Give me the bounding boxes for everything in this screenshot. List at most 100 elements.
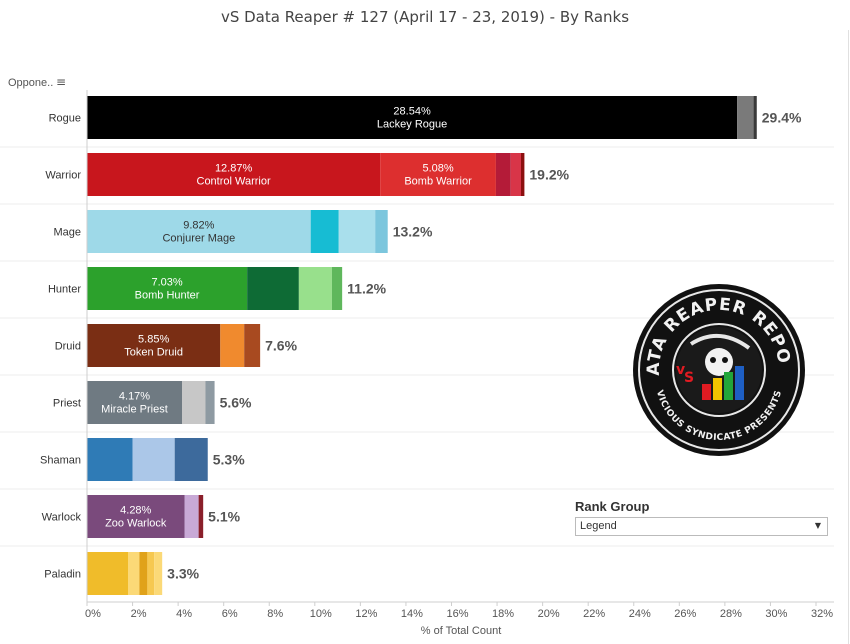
- row-paladin: Paladin 3.3%: [0, 545, 834, 595]
- sort-label: Oppone..: [8, 77, 54, 89]
- bar-segment[interactable]: [247, 267, 299, 310]
- x-axis-ticks: 0% 2% 4% 6% 8% 10% 12% 14% 16% 18% 20% 22% 24% 26% 28%…: [85, 602, 833, 620]
- total-label: 3.3%: [167, 566, 199, 582]
- segment-archetype-label: Bomb Warrior: [404, 176, 472, 188]
- total-label: 11.2%: [347, 281, 386, 297]
- segment-percent-label: 4.17%: [119, 391, 150, 403]
- x-tick-label: 10%: [310, 608, 332, 620]
- svg-text:v: v: [676, 362, 685, 378]
- row-warrior: Warrior 12.87%Control Warrior 5.08%Bomb Wa…: [0, 146, 834, 196]
- x-axis-label: % of Total Count: [421, 625, 502, 637]
- category-label: Mage: [53, 227, 81, 239]
- segment-archetype-label: Lackey Rogue: [377, 119, 447, 131]
- bar-segment[interactable]: [87, 96, 738, 139]
- bar-segment[interactable]: [737, 96, 754, 139]
- row-hunter: Hunter 7.03%Bomb Hunter 11.2%: [0, 260, 834, 310]
- x-tick-label: 18%: [492, 608, 514, 620]
- total-label: 29.4%: [762, 110, 802, 126]
- bar-segment[interactable]: [520, 153, 525, 196]
- row-priest: Priest 4.17%Miracle Priest 5.6%: [0, 374, 834, 424]
- bar-segment[interactable]: [87, 267, 248, 310]
- bar-segment[interactable]: [87, 552, 129, 595]
- segment-archetype-label: Miracle Priest: [101, 404, 168, 416]
- segment-archetype-label: Control Warrior: [197, 176, 271, 188]
- bar-segment[interactable]: [375, 210, 388, 253]
- bar-segment[interactable]: [87, 438, 133, 481]
- category-label: Hunter: [48, 284, 81, 296]
- segment-archetype-label: Zoo Warlock: [105, 518, 167, 530]
- chart-rows: Rogue 28.54%Lackey Rogue 29.4% Warrior 12.87…: [0, 96, 834, 595]
- bar-segment[interactable]: [154, 552, 163, 595]
- x-tick-label: 24%: [629, 608, 651, 620]
- rank-group-title: Rank Group: [575, 499, 650, 514]
- x-tick-label: 22%: [583, 608, 605, 620]
- rank-group-value: Legend: [580, 520, 617, 532]
- x-tick-label: 16%: [446, 608, 468, 620]
- total-label: 5.6%: [220, 395, 252, 411]
- right-divider: [848, 30, 849, 644]
- bar-segment[interactable]: [87, 210, 311, 253]
- category-label: Rogue: [49, 113, 81, 125]
- segment-archetype-label: Token Druid: [124, 347, 183, 359]
- x-tick-label: 14%: [401, 608, 423, 620]
- bar-segment[interactable]: [174, 438, 208, 481]
- bar-segment[interactable]: [338, 210, 376, 253]
- bar-segment[interactable]: [380, 153, 496, 196]
- segment-percent-label: 9.82%: [183, 220, 214, 232]
- bar-segment[interactable]: [331, 267, 343, 310]
- category-label: Warrior: [45, 170, 81, 182]
- bar-segment[interactable]: [220, 324, 245, 367]
- row-rogue: Rogue 28.54%Lackey Rogue 29.4%: [49, 96, 802, 139]
- total-label: 13.2%: [393, 224, 433, 240]
- sort-icon[interactable]: ≡: [56, 75, 67, 89]
- bar-segment[interactable]: [128, 552, 140, 595]
- bar-segment[interactable]: [205, 381, 215, 424]
- data-reaper-logo: DATA REAPER REPORT VICIOUS SYNDICATE PRE…: [631, 282, 805, 456]
- bar-segment[interactable]: [87, 153, 381, 196]
- x-tick-label: 32%: [811, 608, 833, 620]
- category-label: Priest: [53, 398, 81, 410]
- svg-text:S: S: [684, 370, 694, 386]
- category-label: Shaman: [40, 455, 81, 467]
- chevron-down-icon: ▼: [814, 521, 821, 530]
- bar-segment[interactable]: [753, 96, 757, 139]
- total-label: 7.6%: [265, 338, 297, 354]
- bar-segment[interactable]: [147, 552, 155, 595]
- row-warlock: Warlock 4.28%Zoo Warlock 5.1%: [0, 488, 834, 538]
- segment-archetype-label: Conjurer Mage: [162, 233, 235, 245]
- total-label: 5.1%: [208, 509, 240, 525]
- x-tick-label: 2%: [131, 608, 147, 620]
- bar-segment[interactable]: [244, 324, 261, 367]
- bar-segment[interactable]: [510, 153, 521, 196]
- bar-segment[interactable]: [132, 438, 175, 481]
- bar-segment[interactable]: [87, 381, 182, 424]
- bar-segment[interactable]: [495, 153, 511, 196]
- rank-group-select[interactable]: Legend ▼: [575, 517, 828, 536]
- segment-percent-label: 5.08%: [422, 163, 453, 175]
- row-mage: Mage 9.82%Conjurer Mage 13.2%: [0, 203, 834, 253]
- bar-segment[interactable]: [181, 381, 206, 424]
- category-label: Warlock: [42, 512, 82, 524]
- x-tick-label: 30%: [765, 608, 787, 620]
- bar-segment[interactable]: [310, 210, 339, 253]
- bar-segment[interactable]: [198, 495, 204, 538]
- segment-percent-label: 12.87%: [215, 163, 253, 175]
- x-tick-label: 4%: [176, 608, 192, 620]
- x-tick-label: 8%: [267, 608, 283, 620]
- segment-percent-label: 5.85%: [138, 334, 169, 346]
- bar-segment[interactable]: [87, 324, 221, 367]
- x-tick-label: 12%: [355, 608, 377, 620]
- bar-segment[interactable]: [298, 267, 332, 310]
- bar-segment[interactable]: [184, 495, 199, 538]
- bar-segment[interactable]: [139, 552, 148, 595]
- x-tick-label: 26%: [674, 608, 696, 620]
- segment-percent-label: 28.54%: [393, 106, 431, 118]
- total-label: 5.3%: [213, 452, 245, 468]
- bar-segment[interactable]: [87, 495, 185, 538]
- x-tick-label: 28%: [720, 608, 742, 620]
- category-label: Druid: [55, 341, 81, 353]
- segment-percent-label: 4.28%: [120, 505, 151, 517]
- total-label: 19.2%: [529, 167, 569, 183]
- category-label: Paladin: [44, 569, 81, 581]
